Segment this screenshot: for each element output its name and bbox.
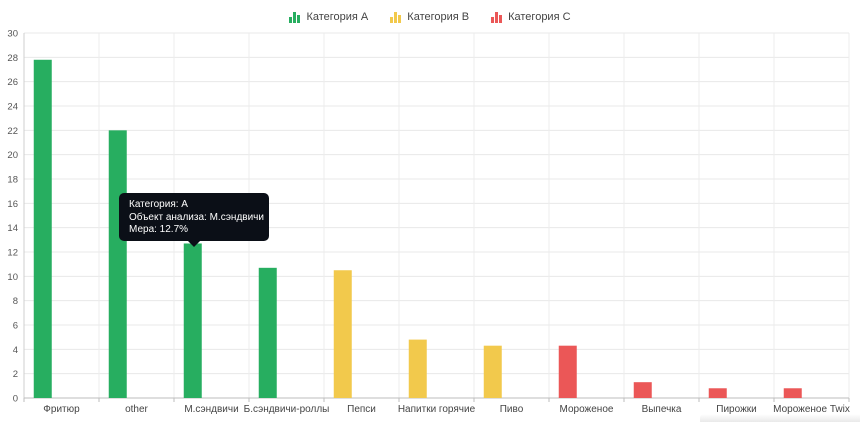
x-tick-label: Пиво — [500, 404, 524, 415]
legend-item-b[interactable]: Категория B — [390, 11, 469, 23]
scroll-shadow — [700, 414, 860, 422]
y-tick-label: 20 — [7, 150, 18, 161]
bar — [708, 388, 727, 398]
y-tick-label: 10 — [7, 272, 18, 283]
y-tick-label: 24 — [7, 102, 18, 113]
x-tick-label: other — [125, 404, 148, 415]
legend-item-c[interactable]: Категория C — [491, 11, 571, 23]
bar-chart-icon — [289, 11, 301, 23]
y-tick-label: 2 — [13, 369, 18, 380]
y-tick-label: 18 — [7, 175, 18, 186]
bar — [258, 267, 277, 398]
x-tick-label: Пирожки — [716, 404, 756, 415]
x-tick-label: Пепси — [347, 404, 376, 415]
legend-label: Категория B — [407, 11, 470, 23]
bar-chart-icon — [491, 11, 503, 23]
bar — [633, 382, 652, 398]
bar-chart-icon — [390, 11, 402, 23]
y-tick-label: 16 — [7, 199, 18, 210]
bar — [408, 339, 427, 398]
x-tick-label: Напитки горячие — [398, 404, 476, 415]
bar — [483, 345, 502, 398]
y-tick-label: 8 — [13, 296, 18, 307]
y-tick-label: 0 — [13, 394, 18, 405]
x-tick-label: Фритюр — [43, 404, 80, 415]
bar — [183, 243, 202, 398]
x-tick-label: Выпечка — [642, 404, 682, 415]
legend-item-a[interactable]: Категория A — [289, 11, 368, 23]
y-tick-label: 12 — [7, 248, 18, 259]
y-tick-label: 6 — [13, 321, 18, 332]
chart-legend: Категория A Категория B Категория C — [0, 11, 860, 23]
bar — [783, 388, 802, 398]
y-tick-label: 22 — [7, 126, 18, 137]
x-tick-label: Мороженое — [560, 404, 614, 415]
bar — [558, 345, 577, 398]
y-tick-label: 14 — [7, 223, 18, 234]
bar — [33, 59, 52, 399]
tooltip-category: Категория: A — [129, 199, 188, 210]
y-tick-label: 30 — [7, 29, 18, 40]
legend-label: Категория C — [508, 11, 571, 23]
bar — [333, 270, 352, 398]
legend-label: Категория A — [306, 11, 369, 23]
bar — [108, 130, 127, 399]
x-tick-label: М.сэндвичи — [184, 404, 238, 415]
y-tick-label: 26 — [7, 77, 18, 88]
tooltip-object: Объект анализа: М.сэндвичи — [129, 211, 264, 223]
x-tick-label: Мороженое Twix — [773, 404, 850, 415]
y-tick-label: 28 — [7, 53, 18, 64]
tooltip-measure: Мера: 12.7% — [129, 224, 189, 235]
y-tick-label: 4 — [13, 345, 18, 356]
tooltip: Категория: A Объект анализа: М.сэндвичи … — [119, 193, 269, 247]
x-tick-label: Б.сэндвичи-роллы — [244, 404, 330, 415]
